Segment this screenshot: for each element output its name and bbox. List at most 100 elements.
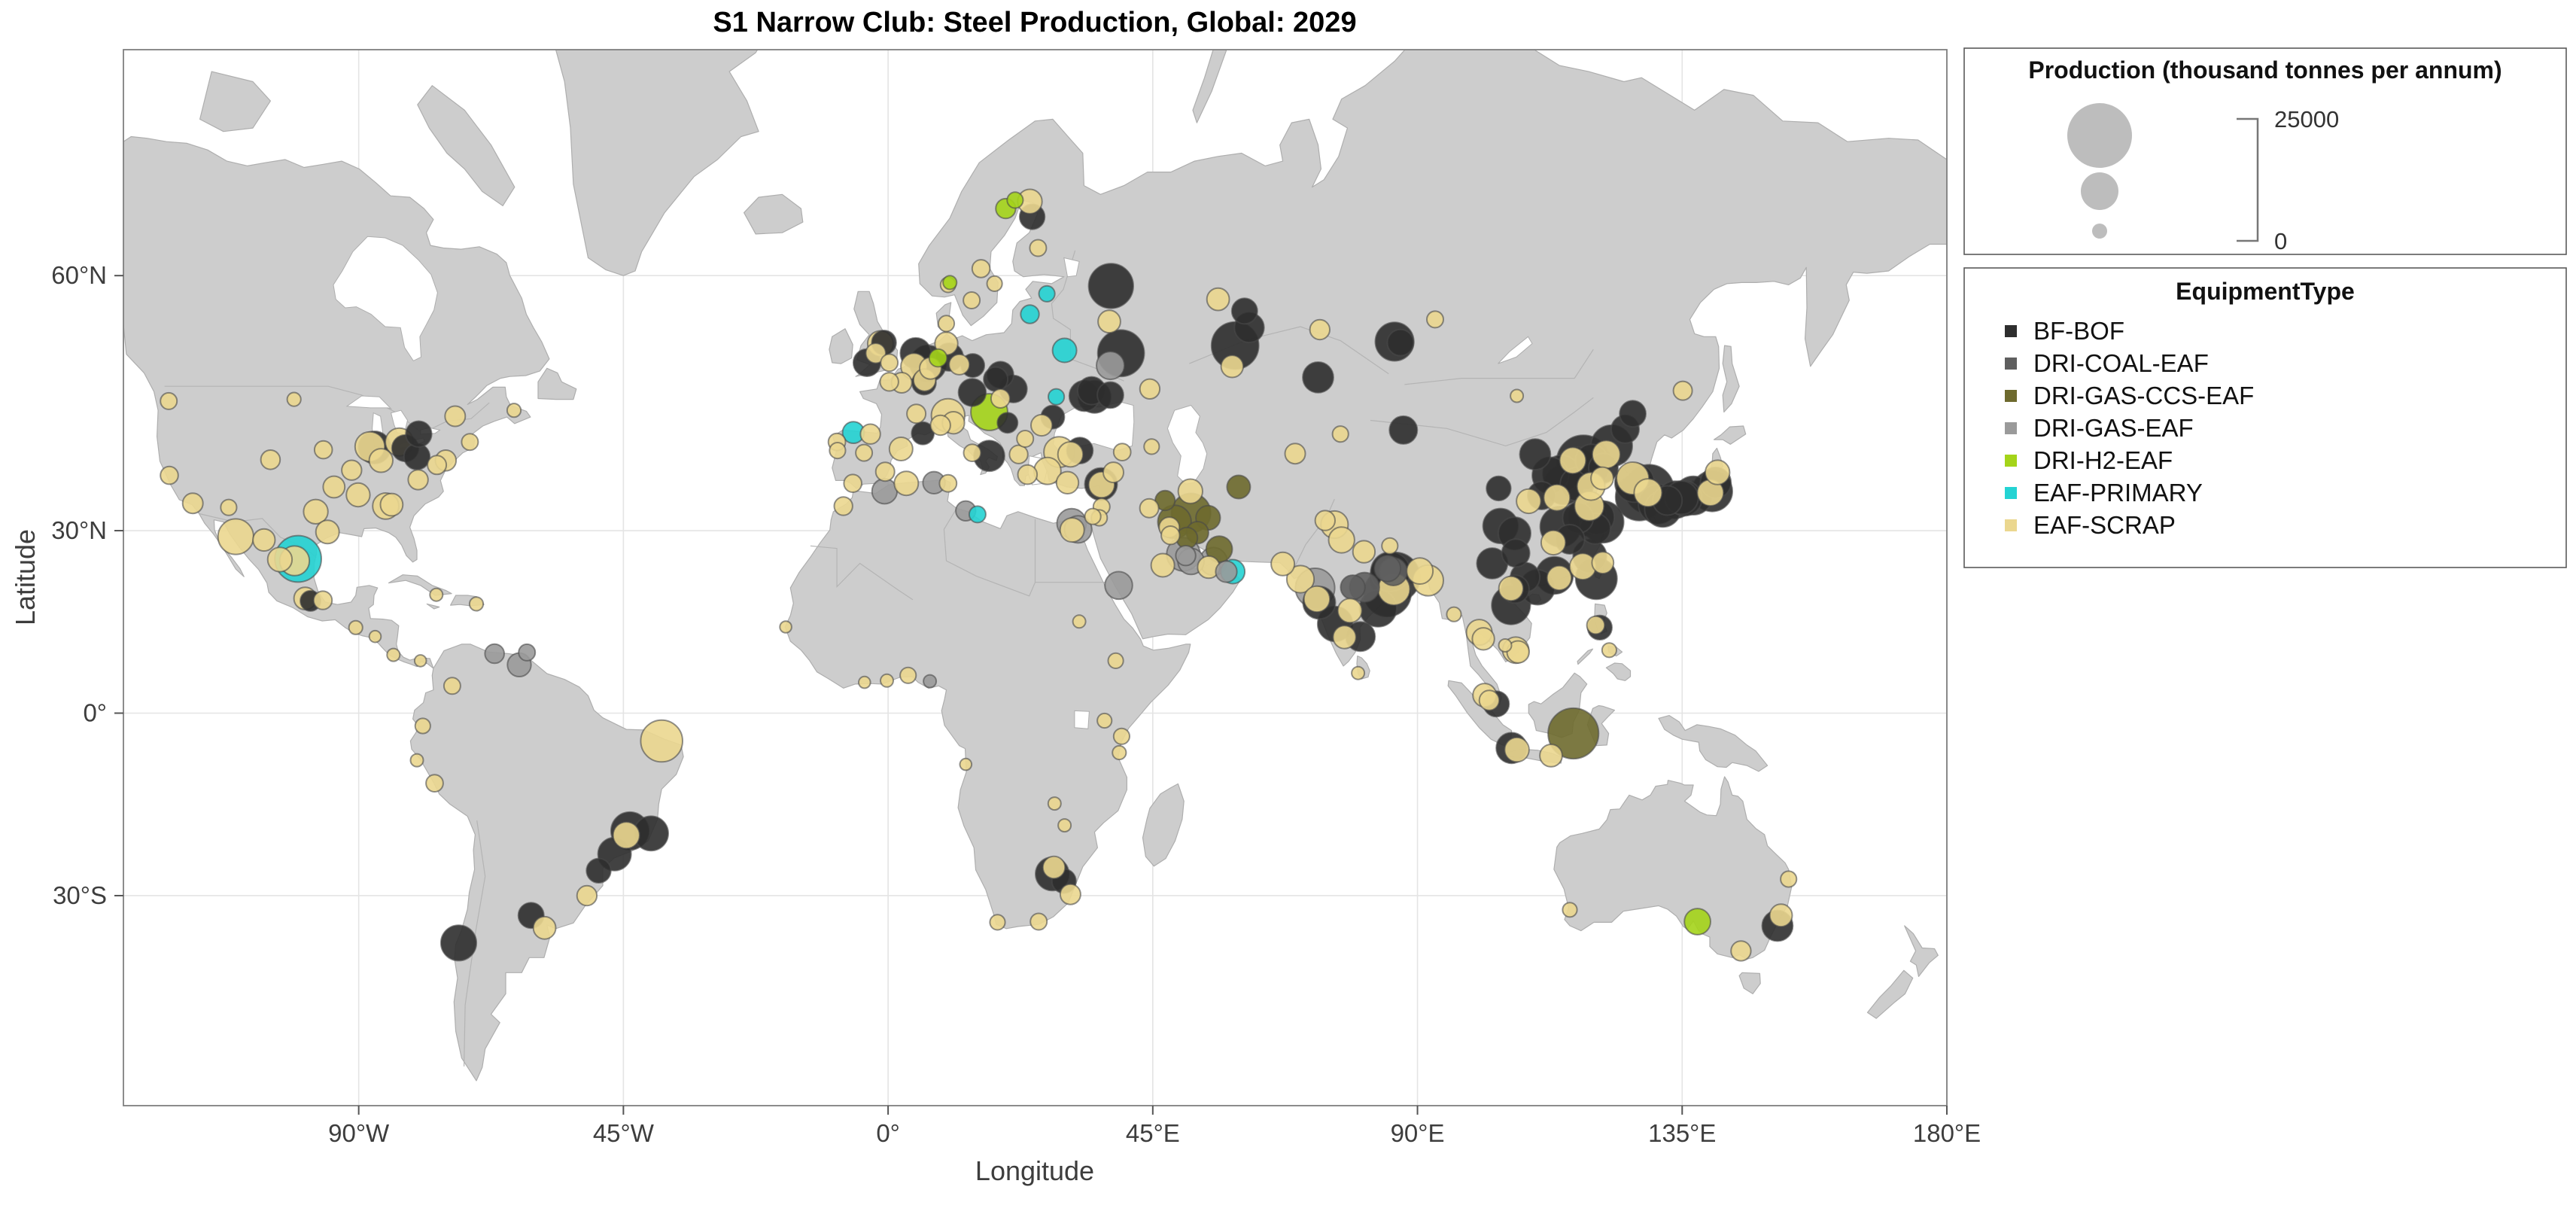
color-legend-item: EAF-PRIMARY [2005,479,2203,507]
production-bubble [252,528,276,552]
production-bubble [1175,545,1197,567]
production-bubble [1546,564,1573,592]
production-bubble [1672,380,1693,401]
production-bubble [1112,443,1132,461]
production-bubble [286,391,302,407]
production-bubble [1016,430,1035,448]
production-bubble [1478,689,1501,711]
production-bubble [1017,464,1039,485]
production-bubble [1406,557,1434,585]
land-shape [1658,715,1769,772]
production-bubble [1332,625,1357,650]
production-bubble [1051,337,1078,364]
production-bubble [379,492,404,517]
production-bubble [888,437,914,461]
production-bubble [1029,239,1048,257]
x-tick-label: 90°W [328,1119,390,1147]
production-bubble [1519,438,1552,471]
size-legend-bubble-medium [2081,172,2118,210]
land-shape [829,328,853,364]
production-bubble [1087,263,1135,309]
production-bubble [413,654,427,668]
y-tick-label: 0° [83,699,107,727]
production-bubble [989,914,1006,931]
country-border-line [810,545,914,601]
production-bubble [1143,438,1160,455]
size-legend-min-label: 0 [2274,228,2287,254]
water-body [1498,336,1533,364]
production-bubble [341,459,363,481]
y-tick-label: 60°N [51,261,107,289]
production-bubble [266,546,293,573]
production-bubble [220,498,238,516]
production-bubble [923,674,938,689]
production-bubble [1104,571,1133,601]
production-bubble [1331,425,1349,443]
production-bubble [640,719,684,763]
production-bubble [348,619,363,635]
y-axis-label: Latitude [10,529,41,625]
production-bubble [405,420,433,448]
production-bubble [506,403,522,418]
production-bubble [1337,598,1363,624]
production-bubble [1601,642,1617,659]
production-bubble [779,620,792,634]
x-axis-label: Longitude [975,1155,1094,1186]
production-bubble [1340,574,1366,601]
production-bubble [1038,285,1056,303]
y-tick-label: 30°N [51,516,107,544]
land-shape [1605,662,1632,681]
production-bubble [957,378,987,407]
water-body [1074,710,1090,729]
production-bubble [1381,537,1399,555]
x-tick-label: 45°E [1126,1119,1180,1147]
production-bubble [1498,575,1525,602]
production-bubble [1328,526,1355,554]
color-legend-box [1963,267,2567,568]
production-bubble [1042,855,1066,880]
size-legend-box [1963,47,2567,255]
production-bubble [1029,912,1048,931]
production-bubble [942,275,958,291]
production-bubble [315,519,340,545]
production-bubble [1562,902,1578,918]
production-bubble [407,469,429,491]
production-bubble [996,412,1019,434]
country-border-line [1370,397,1594,447]
production-bubble [425,774,444,793]
production-bubble [1057,441,1084,468]
production-bubble [1139,378,1161,400]
production-bubble [959,757,973,771]
production-bubble [1446,606,1462,622]
production-bubble [1780,870,1798,888]
production-bubble [1501,538,1531,568]
production-bubble [1047,796,1062,811]
production-bubble [1006,191,1024,209]
production-bubble [484,643,506,665]
production-bubble [576,884,598,907]
production-bubble [1586,615,1606,635]
production-bubble [1730,940,1752,962]
production-bubble [468,596,485,612]
production-bubble [345,482,371,508]
bubble-layer [160,188,1798,962]
size-legend-bubble-large [2067,103,2132,168]
production-bubble [1020,304,1040,324]
land-layer [123,50,1947,1082]
production-bubble [1309,318,1331,341]
production-bubble [1139,498,1160,519]
production-bubble [1498,638,1513,653]
color-legend-item: DRI-GAS-EAF [2005,414,2194,442]
production-bubble [880,673,894,688]
color-legend-label: EAF-PRIMARY [2033,479,2203,507]
production-bubble [829,442,847,460]
x-tick-label: 135°E [1648,1119,1716,1147]
production-bubble [1177,478,1204,504]
land-shape [1722,345,1740,413]
production-bubble [414,717,431,735]
color-legend-label: EAF-SCRAP [2033,511,2176,539]
production-bubble [1206,287,1230,312]
land-shape [417,85,516,206]
production-bubble [983,366,1009,392]
